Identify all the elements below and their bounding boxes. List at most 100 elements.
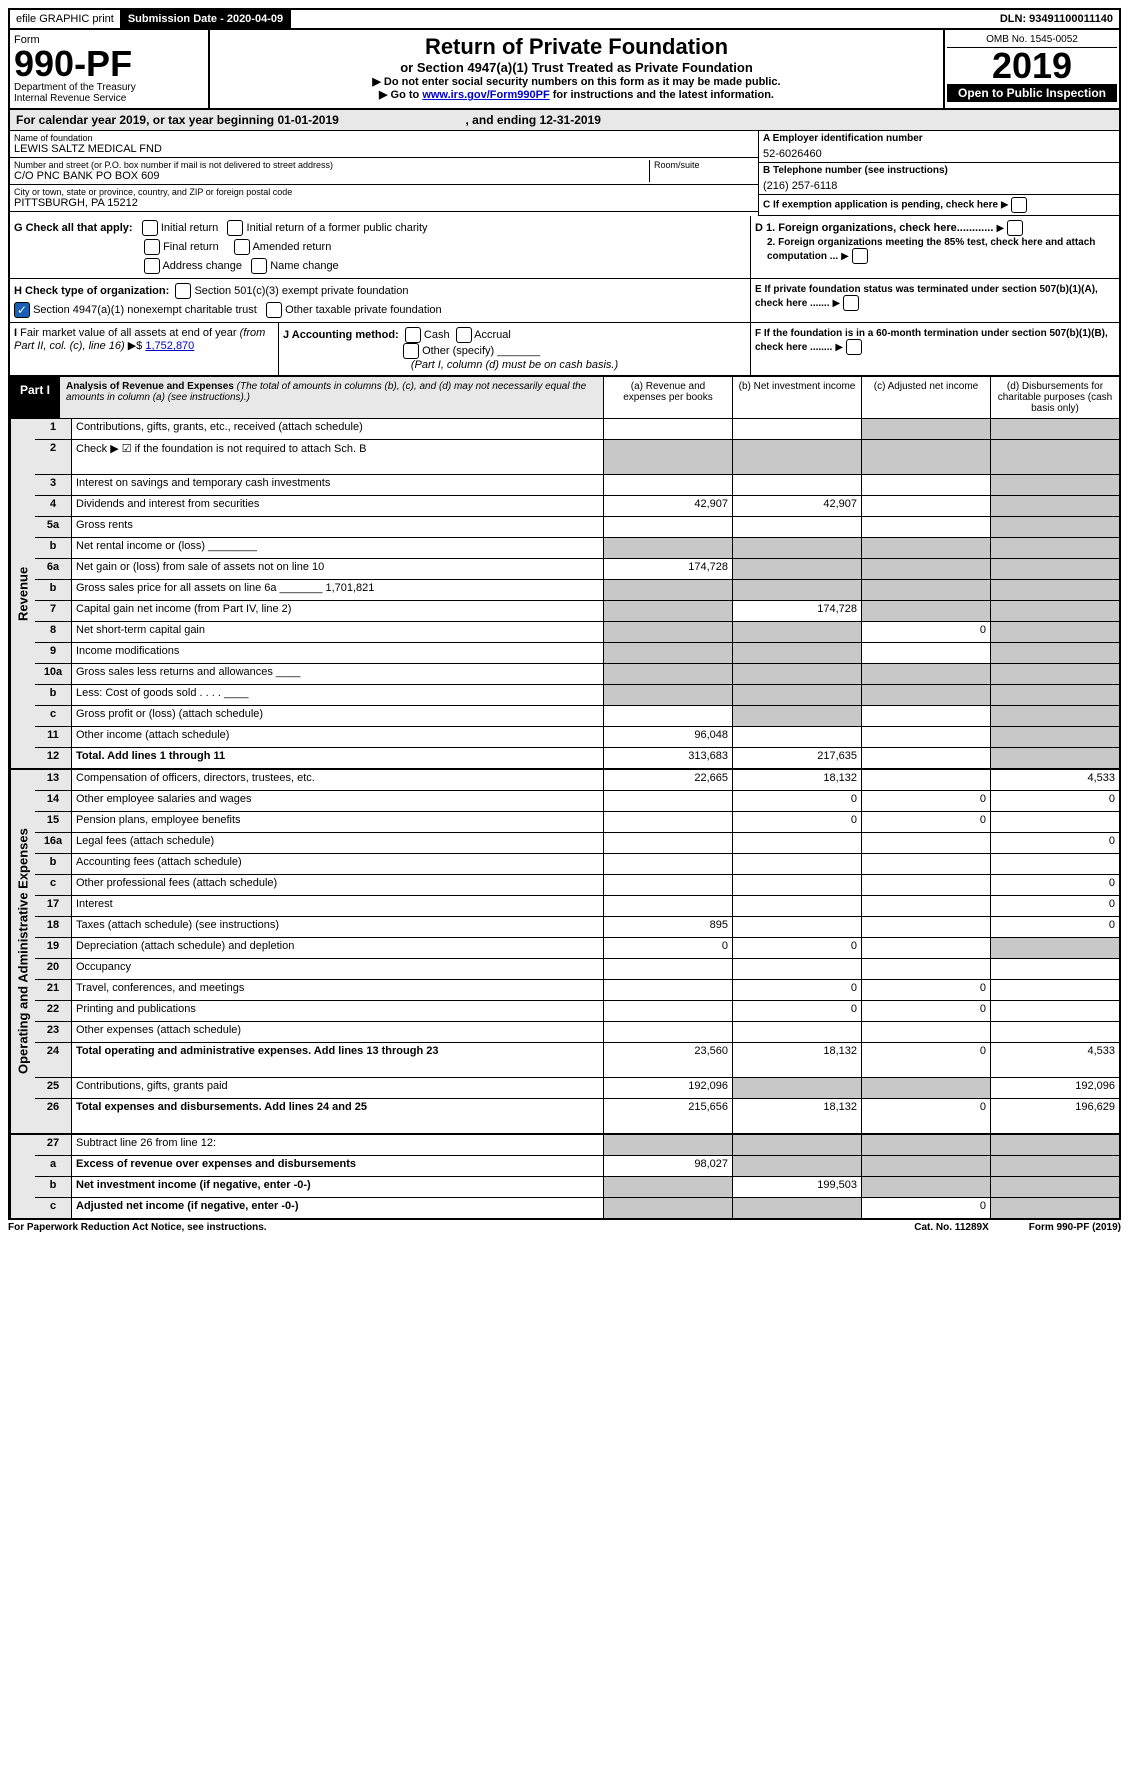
line-description: Total operating and administrative expen… (72, 1043, 603, 1077)
table-cell (861, 959, 990, 979)
g-final-checkbox[interactable] (144, 239, 160, 255)
line-description: Gross sales price for all assets on line… (72, 580, 603, 600)
city-label: City or town, state or province, country… (14, 187, 754, 197)
table-cell (603, 1001, 732, 1021)
form-number: 990-PF (14, 46, 204, 82)
table-cell (603, 475, 732, 495)
table-cell (861, 1156, 990, 1176)
table-cell (990, 1001, 1119, 1021)
line-number: 20 (35, 959, 72, 979)
table-cell (861, 664, 990, 684)
d1-label: D 1. Foreign organizations, check here..… (755, 222, 993, 234)
table-cell (732, 917, 861, 937)
table-cell (861, 833, 990, 853)
table-cell: 0 (732, 1001, 861, 1021)
table-cell (861, 1177, 990, 1197)
line-number: 11 (35, 727, 72, 747)
line-number: b (35, 685, 72, 705)
table-cell: 98,027 (603, 1156, 732, 1176)
j-other-checkbox[interactable] (403, 343, 419, 359)
line-description: Adjusted net income (if negative, enter … (72, 1198, 603, 1218)
table-cell (732, 580, 861, 600)
table-row: bNet rental income or (loss) ________ (35, 538, 1119, 559)
table-cell (603, 419, 732, 439)
table-row: bGross sales price for all assets on lin… (35, 580, 1119, 601)
table-cell (732, 440, 861, 474)
table-cell (732, 643, 861, 663)
table-cell (990, 938, 1119, 958)
d1-checkbox[interactable] (1007, 220, 1023, 236)
line-number: c (35, 706, 72, 726)
table-cell: 895 (603, 917, 732, 937)
g-name-checkbox[interactable] (251, 258, 267, 274)
line-description: Other income (attach schedule) (72, 727, 603, 747)
e-checkbox[interactable] (843, 295, 859, 311)
table-cell: 4,533 (990, 1043, 1119, 1077)
h-other-checkbox[interactable] (266, 302, 282, 318)
table-cell (732, 517, 861, 537)
line-number: 23 (35, 1022, 72, 1042)
table-cell: 23,560 (603, 1043, 732, 1077)
table-row: 24Total operating and administrative exp… (35, 1043, 1119, 1078)
table-cell (603, 833, 732, 853)
table-cell (732, 559, 861, 579)
line-number: 18 (35, 917, 72, 937)
j-cash-checkbox[interactable] (405, 327, 421, 343)
table-cell: 199,503 (732, 1177, 861, 1197)
table-cell: 0 (861, 1043, 990, 1077)
table-cell (861, 854, 990, 874)
table-cell: 18,132 (732, 1043, 861, 1077)
line-number: 8 (35, 622, 72, 642)
ein-value: 52-6026460 (763, 144, 1115, 160)
table-cell (861, 938, 990, 958)
line-description: Contributions, gifts, grants paid (72, 1078, 603, 1098)
line-description: Income modifications (72, 643, 603, 663)
table-row: 20Occupancy (35, 959, 1119, 980)
line-number: 10a (35, 664, 72, 684)
table-row: cOther professional fees (attach schedul… (35, 875, 1119, 896)
table-cell: 0 (861, 791, 990, 811)
h-501c3-checkbox[interactable] (175, 283, 191, 299)
table-row: 26Total expenses and disbursements. Add … (35, 1099, 1119, 1133)
table-cell: 42,907 (732, 496, 861, 516)
table-cell (990, 854, 1119, 874)
table-cell: 0 (732, 812, 861, 832)
table-cell (990, 748, 1119, 768)
i-fmv-value[interactable]: 1,752,870 (145, 340, 194, 352)
table-cell (990, 580, 1119, 600)
table-cell (990, 664, 1119, 684)
table-cell (990, 1135, 1119, 1155)
table-row: aExcess of revenue over expenses and dis… (35, 1156, 1119, 1177)
line-description: Net rental income or (loss) ________ (72, 538, 603, 558)
form990pf-link[interactable]: www.irs.gov/Form990PF (422, 89, 549, 101)
table-cell (603, 980, 732, 1000)
table-row: 27Subtract line 26 from line 12: (35, 1135, 1119, 1156)
g-initial-checkbox[interactable] (142, 220, 158, 236)
c-checkbox[interactable] (1011, 197, 1027, 213)
table-row: bAccounting fees (attach schedule) (35, 854, 1119, 875)
j-accrual-checkbox[interactable] (456, 327, 472, 343)
table-cell (990, 959, 1119, 979)
line-description: Gross profit or (loss) (attach schedule) (72, 706, 603, 726)
d2-checkbox[interactable] (852, 248, 868, 264)
table-cell (732, 896, 861, 916)
cat-number: Cat. No. 11289X (914, 1222, 988, 1233)
table-row: 8Net short-term capital gain0 (35, 622, 1119, 643)
table-cell: 18,132 (732, 1099, 861, 1133)
table-cell (603, 959, 732, 979)
line-number: 17 (35, 896, 72, 916)
f-label: F If the foundation is in a 60-month ter… (755, 328, 1108, 353)
line-description: Depreciation (attach schedule) and deple… (72, 938, 603, 958)
table-cell (990, 706, 1119, 726)
table-cell: 0 (990, 875, 1119, 895)
f-checkbox[interactable] (846, 339, 862, 355)
table-cell (732, 727, 861, 747)
line-number: 2 (35, 440, 72, 474)
table-cell (990, 622, 1119, 642)
h-4947-checkbox[interactable]: ✓ (14, 302, 30, 318)
revenue-section: Revenue 1Contributions, gifts, grants, e… (8, 419, 1121, 770)
g-initial-former-checkbox[interactable] (227, 220, 243, 236)
g-address-checkbox[interactable] (144, 258, 160, 274)
d2-label: 2. Foreign organizations meeting the 85%… (767, 237, 1095, 262)
g-amended-checkbox[interactable] (234, 239, 250, 255)
